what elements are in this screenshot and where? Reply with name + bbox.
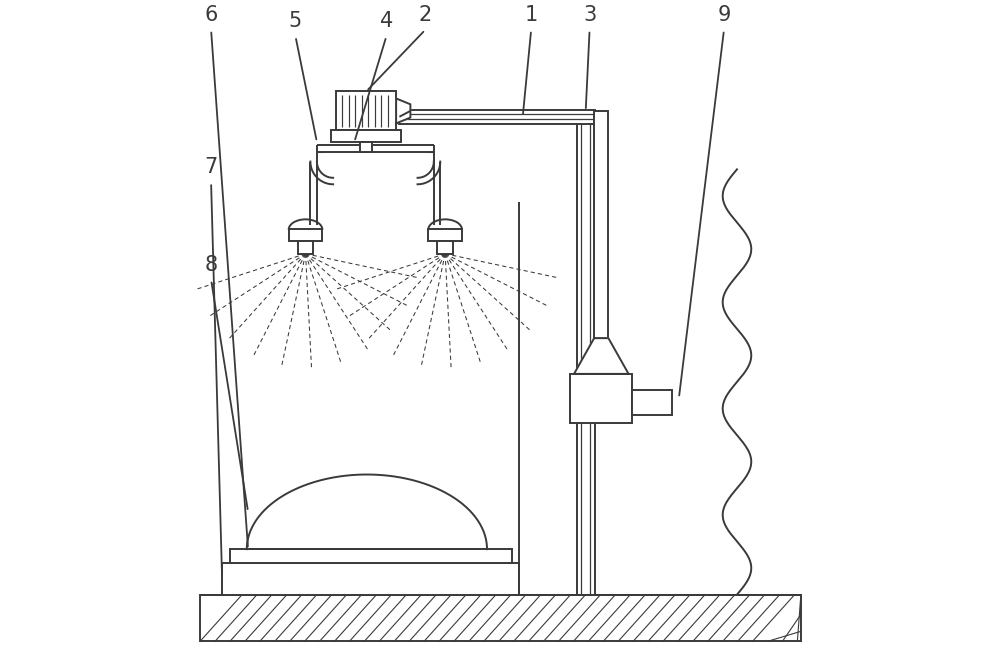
Bar (577, 111, 595, 595)
Bar (428, 229, 462, 240)
Text: 8: 8 (205, 254, 218, 275)
Text: 6: 6 (204, 5, 218, 24)
Bar (336, 91, 396, 130)
Text: 5: 5 (289, 11, 302, 31)
Bar (570, 374, 632, 422)
Bar (399, 110, 595, 124)
Bar (331, 130, 401, 142)
Polygon shape (396, 99, 410, 124)
Bar (289, 229, 322, 240)
Bar (200, 595, 801, 641)
Bar (298, 240, 313, 254)
Text: 3: 3 (583, 5, 596, 24)
Text: 7: 7 (204, 157, 218, 177)
Bar (360, 142, 372, 152)
Bar (437, 240, 453, 254)
Text: 2: 2 (419, 5, 432, 24)
Bar (632, 390, 672, 415)
Bar (222, 564, 519, 595)
Bar (230, 549, 512, 564)
Bar (594, 111, 608, 338)
Text: 1: 1 (525, 5, 538, 24)
Text: 9: 9 (717, 5, 731, 24)
Text: 4: 4 (380, 11, 393, 31)
Polygon shape (574, 338, 629, 374)
